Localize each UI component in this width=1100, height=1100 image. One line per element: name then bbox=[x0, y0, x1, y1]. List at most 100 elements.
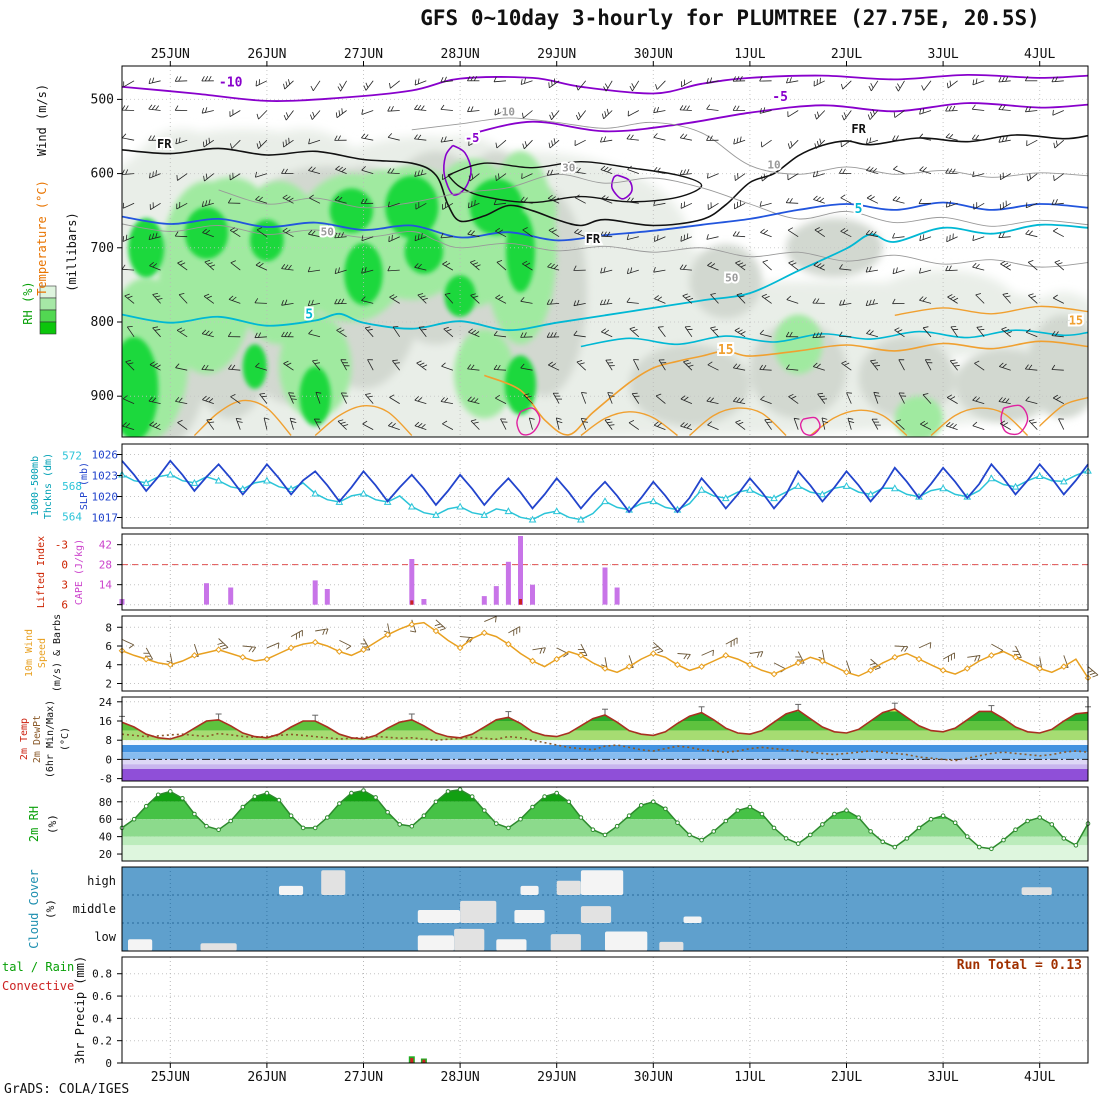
date-label-top: 26JUN bbox=[247, 47, 286, 62]
wind-barb-shaft bbox=[893, 168, 905, 174]
wind-barb-feather bbox=[761, 175, 763, 182]
contour-label: 50 bbox=[321, 225, 334, 238]
rh-marker bbox=[312, 825, 318, 831]
wind-barb-shaft bbox=[998, 80, 1011, 83]
wind-barb-feather bbox=[309, 194, 314, 199]
wind-barb-feather bbox=[361, 133, 366, 139]
wind-barb-shaft bbox=[547, 266, 560, 271]
wind-barb-feather bbox=[227, 331, 232, 337]
rh-marker bbox=[940, 813, 946, 819]
rh-marker bbox=[844, 808, 849, 813]
wind-barb-feather bbox=[1052, 294, 1058, 299]
wind-barb-shaft bbox=[653, 641, 664, 652]
wind-barb-feather bbox=[440, 136, 444, 143]
wind-barb-feather bbox=[205, 200, 208, 206]
wind-barb-shaft bbox=[218, 638, 229, 648]
wind-barb-shaft bbox=[414, 236, 427, 242]
wind-barb-feather bbox=[495, 394, 501, 399]
wind-barb-shaft bbox=[202, 202, 214, 207]
wind-barb-shaft bbox=[843, 110, 852, 121]
wind-barb-shaft bbox=[706, 108, 719, 111]
thickness-marker bbox=[1060, 477, 1068, 485]
wind-barb-feather bbox=[176, 175, 178, 181]
wind-barb-shaft bbox=[628, 110, 639, 117]
rh-marker bbox=[723, 818, 729, 824]
cloud-patch bbox=[496, 939, 527, 951]
wind-barb-feather bbox=[653, 133, 658, 138]
wind-barb-shaft bbox=[389, 397, 400, 404]
wind-barb-feather bbox=[288, 137, 290, 144]
wind-barb-feather bbox=[414, 421, 420, 427]
wind-barb-shaft bbox=[176, 329, 188, 338]
wind-barb-shaft bbox=[947, 80, 958, 89]
wind-barb-feather bbox=[679, 169, 683, 175]
wind-barb-feather bbox=[204, 259, 211, 263]
wind-barb-feather bbox=[443, 76, 447, 82]
wind-barb-feather bbox=[950, 359, 956, 362]
wind-barb-shaft bbox=[710, 327, 719, 338]
wind-barb-feather bbox=[550, 332, 554, 338]
wind-barb-shaft bbox=[230, 262, 241, 271]
rh-marker bbox=[1025, 818, 1030, 824]
wind-barb-feather bbox=[553, 264, 559, 269]
wind-barb-shaft bbox=[1027, 261, 1038, 271]
thickness-marker bbox=[432, 510, 440, 518]
wind-barb-feather bbox=[847, 417, 854, 420]
wind-barb-shaft bbox=[123, 80, 135, 88]
wind-barb-shaft bbox=[653, 137, 666, 141]
wind-barb-feather bbox=[152, 293, 158, 295]
wind-barb-shaft bbox=[604, 419, 613, 430]
wind-barb-shaft bbox=[949, 360, 958, 371]
wind-barb-shaft bbox=[308, 269, 321, 273]
wind-barb-feather bbox=[154, 328, 161, 331]
cape-bar bbox=[602, 567, 608, 605]
wind-barb-shaft bbox=[653, 202, 666, 206]
slp-tick-label: 1026 bbox=[92, 449, 119, 462]
wind-barb-shaft bbox=[821, 417, 826, 430]
wind-barb-feather bbox=[361, 109, 364, 115]
wind-barb-feather bbox=[222, 646, 229, 650]
wind-barb-feather bbox=[410, 630, 416, 633]
wind-marker bbox=[988, 652, 995, 659]
wind-barb-shaft bbox=[418, 327, 427, 338]
wind-barb-feather bbox=[255, 195, 260, 200]
wind-barb-feather bbox=[291, 398, 297, 400]
wind-barb-shaft bbox=[839, 268, 852, 271]
wind-barb-feather bbox=[361, 267, 364, 274]
wind-barb-feather bbox=[1051, 199, 1055, 205]
wind-barb-feather bbox=[446, 329, 452, 332]
wind-barb-feather bbox=[974, 360, 980, 364]
wind-barb-shaft bbox=[706, 400, 719, 404]
wind-barb-feather bbox=[230, 143, 233, 149]
wind-barb-feather bbox=[949, 423, 954, 428]
contour-label: 30 bbox=[562, 162, 575, 175]
date-label-top: 25JUN bbox=[151, 47, 190, 62]
wind-barb-feather bbox=[178, 76, 182, 82]
wind-barb-feather bbox=[524, 141, 527, 147]
wind-marker bbox=[553, 655, 561, 663]
wind-barb-shaft bbox=[414, 266, 427, 271]
wind-barb-feather bbox=[600, 136, 603, 143]
wind-barb-feather bbox=[789, 331, 793, 337]
wind-barb-shaft bbox=[149, 424, 161, 430]
wind-barb-feather bbox=[1001, 326, 1007, 330]
wind-barb-feather bbox=[442, 420, 448, 425]
wind-barb-shaft bbox=[361, 269, 374, 274]
wind-barb-feather bbox=[420, 105, 425, 111]
wind-barb-shaft bbox=[547, 198, 560, 204]
wind-barb-feather bbox=[417, 78, 420, 84]
wind-barb-feather bbox=[892, 232, 895, 239]
wind-barb-feather bbox=[209, 264, 216, 267]
wind-barb-feather bbox=[975, 397, 981, 402]
wind-barb-shaft bbox=[528, 417, 533, 430]
wind-barb-feather bbox=[341, 167, 347, 173]
panel-border bbox=[121, 533, 1089, 611]
wind-barb-feather bbox=[573, 167, 578, 173]
wind-barb-feather bbox=[685, 295, 691, 299]
wind-barb-shaft bbox=[735, 173, 746, 181]
wind-barb-feather bbox=[308, 329, 313, 334]
wind-barb-shaft bbox=[122, 268, 135, 271]
wind-barb-feather bbox=[841, 83, 844, 90]
wind-barb-feather bbox=[706, 234, 709, 240]
wind-barb-shaft bbox=[725, 637, 738, 645]
